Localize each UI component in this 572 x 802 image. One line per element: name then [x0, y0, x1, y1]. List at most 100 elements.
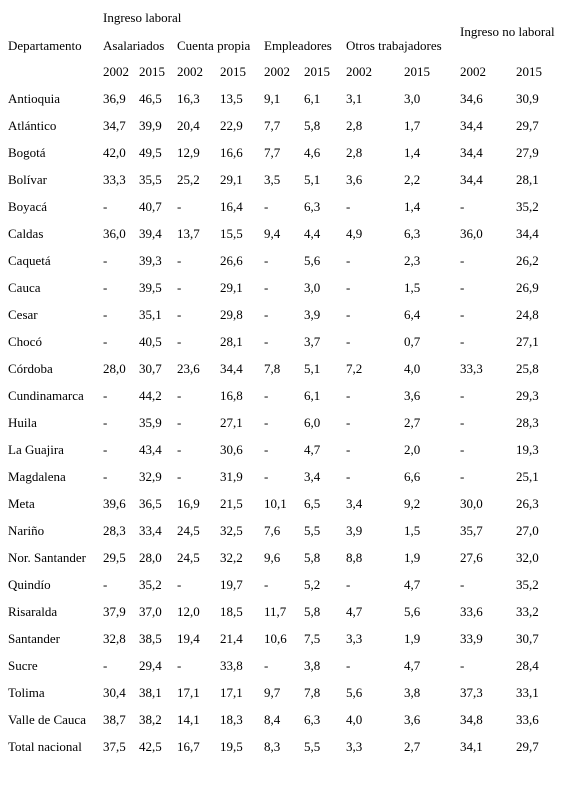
cell: -	[460, 577, 465, 592]
cell: 7,2	[346, 361, 363, 376]
cell: -	[177, 469, 182, 484]
cell: 5,1	[304, 172, 321, 187]
cell: 3,6	[404, 712, 421, 727]
row-label: Bogotá	[8, 145, 46, 160]
cell: 3,9	[346, 523, 363, 538]
cell: 30,9	[516, 91, 539, 106]
cell: 6,3	[404, 226, 421, 241]
row-label: Antioquia	[8, 91, 60, 106]
cell: 6,4	[404, 307, 421, 322]
cell: 3,1	[346, 91, 363, 106]
cell: -	[460, 415, 465, 430]
cell: 39,9	[139, 118, 162, 133]
cell: 34,7	[103, 118, 126, 133]
cell: 3,0	[304, 280, 321, 295]
header-column: Empleadores	[264, 38, 332, 53]
cell: 28,0	[103, 361, 126, 376]
cell: 3,5	[264, 172, 281, 187]
cell: 43,4	[139, 442, 162, 457]
cell: 9,2	[404, 496, 421, 511]
cell: 29,1	[220, 172, 243, 187]
row-label: Cesar	[8, 307, 38, 322]
cell: 1,4	[404, 199, 421, 214]
cell: 17,1	[177, 685, 200, 700]
cell: 0,7	[404, 334, 421, 349]
cell: 39,4	[139, 226, 162, 241]
cell: 2,8	[346, 145, 363, 160]
cell: 34,8	[460, 712, 483, 727]
row-label: Santander	[8, 631, 60, 646]
cell: 33,3	[460, 361, 483, 376]
cell: 19,5	[220, 739, 243, 754]
cell: 39,6	[103, 496, 126, 511]
row-label: La Guajira	[8, 442, 64, 457]
cell: 5,6	[346, 685, 363, 700]
cell: -	[346, 334, 351, 349]
cell: 44,2	[139, 388, 162, 403]
cell: 6,3	[304, 199, 321, 214]
cell: 38,1	[139, 685, 162, 700]
cell: -	[264, 253, 269, 268]
cell: -	[177, 199, 182, 214]
header-department: Departamento	[8, 38, 82, 53]
cell: 34,4	[516, 226, 539, 241]
cell: 40,5	[139, 334, 162, 349]
cell: 31,9	[220, 469, 243, 484]
cell: -	[177, 415, 182, 430]
cell: -	[264, 577, 269, 592]
cell: -	[346, 199, 351, 214]
cell: 24,5	[177, 523, 200, 538]
cell: -	[346, 469, 351, 484]
cell: -	[264, 199, 269, 214]
cell: 6,3	[304, 712, 321, 727]
cell: 9,6	[264, 550, 281, 565]
cell: 16,3	[177, 91, 200, 106]
cell: -	[460, 388, 465, 403]
cell: 42,0	[103, 145, 126, 160]
cell: -	[460, 253, 465, 268]
cell: -	[177, 442, 182, 457]
header-year: 2015	[304, 64, 330, 79]
cell: 21,5	[220, 496, 243, 511]
cell: 34,1	[460, 739, 483, 754]
row-label: Cundinamarca	[8, 388, 84, 403]
cell: 32,8	[103, 631, 126, 646]
cell: 33,3	[103, 172, 126, 187]
header-year: 2002	[264, 64, 290, 79]
cell: 33,4	[139, 523, 162, 538]
cell: 3,4	[346, 496, 363, 511]
cell: 6,6	[404, 469, 421, 484]
header-year: 2015	[516, 64, 542, 79]
cell: 29,5	[103, 550, 126, 565]
cell: 16,7	[177, 739, 200, 754]
cell: 25,1	[516, 469, 539, 484]
cell: -	[460, 334, 465, 349]
cell: 33,6	[460, 604, 483, 619]
cell: 22,9	[220, 118, 243, 133]
cell: 17,1	[220, 685, 243, 700]
cell: 16,6	[220, 145, 243, 160]
cell: 30,6	[220, 442, 243, 457]
cell: 3,8	[404, 685, 421, 700]
cell: 36,5	[139, 496, 162, 511]
cell: 20,4	[177, 118, 200, 133]
header-year: 2002	[460, 64, 486, 79]
cell: 8,3	[264, 739, 281, 754]
cell: 7,5	[304, 631, 321, 646]
cell: 29,1	[220, 280, 243, 295]
cell: 2,8	[346, 118, 363, 133]
cell: 3,3	[346, 739, 363, 754]
cell: 9,7	[264, 685, 281, 700]
cell: 13,5	[220, 91, 243, 106]
cell: -	[264, 280, 269, 295]
cell: 7,8	[264, 361, 281, 376]
cell: 37,9	[103, 604, 126, 619]
cell: 10,1	[264, 496, 287, 511]
cell: 6,0	[304, 415, 321, 430]
header-year: 2015	[220, 64, 246, 79]
row-label: Atlántico	[8, 118, 57, 133]
cell: 37,5	[103, 739, 126, 754]
cell: 25,2	[177, 172, 200, 187]
row-label: Tolima	[8, 685, 45, 700]
cell: -	[346, 415, 351, 430]
